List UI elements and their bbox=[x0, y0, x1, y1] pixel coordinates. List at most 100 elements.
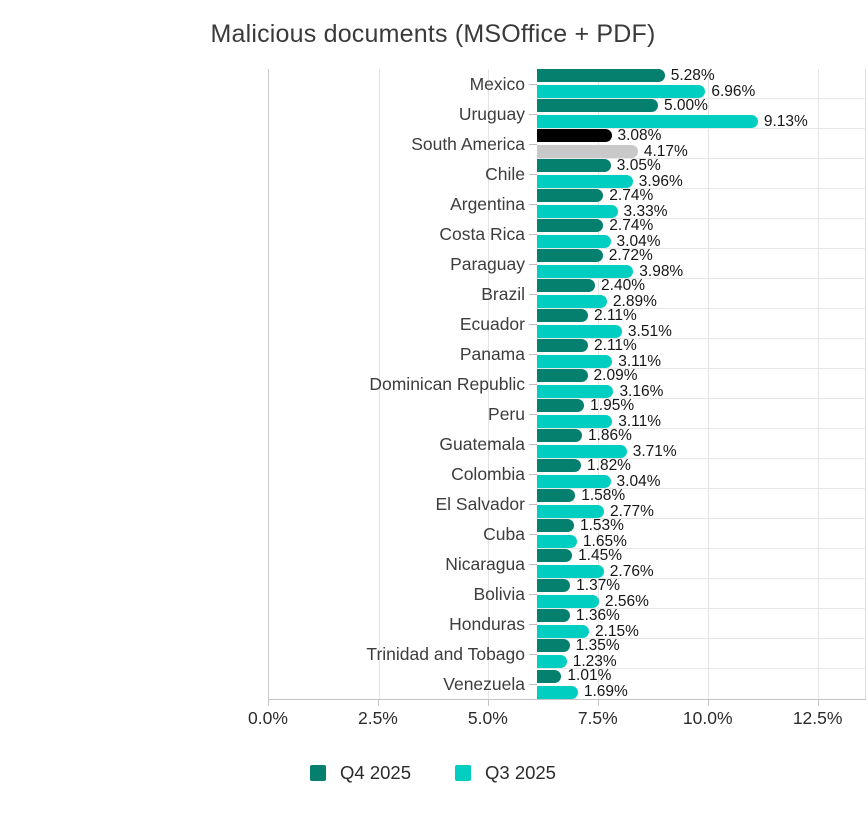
bar-q4-2025: 1.58% bbox=[537, 487, 625, 504]
bars-cell: 2.11% 3.11% bbox=[529, 337, 866, 370]
gridline-vertical bbox=[378, 69, 380, 699]
grid-layer bbox=[269, 69, 866, 699]
category-label: Guatemala bbox=[439, 433, 525, 454]
legend-swatch-icon bbox=[455, 765, 471, 781]
bars-cell: 1.45% 2.76% bbox=[529, 546, 866, 580]
bar-q4-2025: 1.53% bbox=[537, 517, 624, 534]
bar-value-label: 3.08% bbox=[617, 126, 662, 144]
bar-value-label: 2.56% bbox=[604, 592, 649, 610]
bars-cell: 2.74% 3.33% bbox=[529, 187, 866, 220]
bar-value-label: 1.82% bbox=[587, 456, 631, 474]
bar-q3-2025: 1.69% bbox=[537, 683, 628, 700]
bar-q3-2025: 3.96% bbox=[537, 173, 683, 190]
bar-value-label: 2.74% bbox=[609, 216, 654, 234]
category-row: Guatemala 1.86% 3.71% bbox=[269, 426, 866, 460]
category-row: Honduras 1.36% 2.15% bbox=[269, 607, 866, 640]
bars-cell: 3.05% 3.96% bbox=[529, 156, 866, 190]
bar-value-label: 3.33% bbox=[623, 202, 668, 220]
bar-value-label: 3.98% bbox=[639, 262, 684, 280]
bar-value-label: 1.45% bbox=[578, 546, 623, 564]
category-label: Cuba bbox=[483, 523, 525, 544]
bar-value-label: 3.51% bbox=[627, 322, 672, 340]
plot-right-border bbox=[865, 69, 866, 699]
category-label: Trinidad and Tobago bbox=[366, 643, 525, 664]
category-label: Panama bbox=[459, 343, 525, 364]
bar-q3-2025: 2.89% bbox=[537, 293, 657, 310]
bar-q3-2025: 1.65% bbox=[537, 533, 627, 550]
category-row: Mexico 5.28% 6.96% bbox=[269, 67, 866, 100]
category-label: Bolivia bbox=[473, 583, 525, 604]
bar-value-label: 3.96% bbox=[638, 172, 683, 190]
bar-value-label: 2.15% bbox=[595, 622, 639, 640]
x-axis: 0.0% 2.5% 5.0% 7.5% 10.0% 12.5% bbox=[248, 700, 866, 736]
bar-q4-2025: 1.36% bbox=[537, 607, 620, 624]
bar-q3-2025: 3.51% bbox=[537, 323, 672, 340]
bar-value-label: 2.77% bbox=[610, 502, 654, 520]
x-axis-label: 12.5% bbox=[792, 708, 843, 728]
bar-q3-2025: 2.76% bbox=[537, 563, 654, 580]
bar-q4-2025: 2.11% bbox=[537, 337, 637, 354]
bar-value-label: 1.69% bbox=[583, 683, 628, 700]
bar-value-label: 1.53% bbox=[580, 516, 624, 534]
bar-value-label: 4.17% bbox=[643, 142, 688, 160]
bar-q3-2025: 2.56% bbox=[537, 593, 649, 610]
bar-rows-list: Mexico 5.28% 6.96% Uruguay 5.00% 9.13% South A… bbox=[269, 67, 866, 700]
category-row: Trinidad and Tobago 1.35% 1.23% bbox=[269, 637, 866, 670]
bar-value-label: 1.86% bbox=[587, 426, 632, 444]
bar-q3-2025: 4.17% bbox=[537, 143, 688, 160]
x-axis-tick bbox=[487, 700, 489, 706]
bars-cell: 3.08% 4.17% bbox=[529, 126, 866, 160]
bar-q3-2025: 3.11% bbox=[537, 353, 661, 370]
category-label: Argentina bbox=[450, 193, 525, 214]
bar-q4-2025: 1.95% bbox=[537, 397, 634, 414]
category-row: Panama 2.11% 3.11% bbox=[269, 337, 866, 370]
gridline-vertical bbox=[817, 69, 819, 699]
bar-q3-2025: 6.96% bbox=[537, 83, 755, 100]
bar-value-label: 3.04% bbox=[616, 472, 661, 490]
bars-cell: 1.95% 3.11% bbox=[529, 397, 866, 430]
category-label: Nicaragua bbox=[445, 553, 525, 574]
bar-q3-2025: 3.98% bbox=[537, 263, 683, 280]
legend-item-q3-2025: Q3 2025 bbox=[455, 762, 556, 784]
category-label: Chile bbox=[485, 163, 525, 184]
legend: Q4 2025 Q3 2025 bbox=[0, 762, 866, 784]
bars-cell: 1.37% 2.56% bbox=[529, 577, 866, 610]
gridline-vertical bbox=[598, 69, 600, 699]
bar-value-label: 3.05% bbox=[616, 156, 661, 174]
bar-q3-2025: 2.15% bbox=[537, 623, 639, 640]
category-label: Paraguay bbox=[450, 253, 525, 274]
category-row: El Salvador 1.58% 2.77% bbox=[269, 487, 866, 520]
bar-value-label: 1.23% bbox=[572, 652, 617, 670]
bar-value-label: 1.65% bbox=[582, 532, 627, 550]
bar-q3-2025: 3.04% bbox=[537, 473, 660, 490]
category-label: Dominican Republic bbox=[369, 373, 525, 394]
legend-label: Q4 2025 bbox=[340, 762, 411, 783]
legend-item-q4-2025: Q4 2025 bbox=[310, 762, 411, 784]
bars-cell: 2.72% 3.98% bbox=[529, 247, 866, 280]
category-row: Paraguay 2.72% 3.98% bbox=[269, 247, 866, 280]
bar-value-label: 2.11% bbox=[594, 336, 637, 354]
bars-cell: 1.82% 3.04% bbox=[529, 457, 866, 490]
bar-value-label: 1.95% bbox=[590, 396, 635, 414]
bar-q3-2025: 3.16% bbox=[537, 383, 663, 400]
category-label: Brazil bbox=[481, 283, 525, 304]
x-axis-tick bbox=[817, 700, 819, 706]
bar-value-label: 3.71% bbox=[632, 442, 677, 460]
gridline-vertical bbox=[488, 69, 490, 699]
bar-value-label: 2.40% bbox=[601, 276, 645, 294]
category-label: Uruguay bbox=[458, 103, 525, 124]
bar-value-label: 3.11% bbox=[618, 412, 662, 430]
category-row: Bolivia 1.37% 2.56% bbox=[269, 577, 866, 610]
gridline-vertical bbox=[707, 69, 709, 699]
bar-value-label: 1.37% bbox=[576, 576, 621, 594]
bar-q3-2025: 3.04% bbox=[537, 233, 660, 250]
bar-q4-2025: 1.37% bbox=[537, 577, 620, 594]
category-row: Costa Rica 2.74% 3.04% bbox=[269, 216, 866, 250]
bar-q4-2025: 1.82% bbox=[537, 457, 631, 474]
x-axis-label: 5.0% bbox=[467, 708, 508, 728]
x-axis-label: 2.5% bbox=[357, 708, 398, 728]
bars-cell: 1.01% 1.69% bbox=[529, 667, 866, 700]
bars-cell: 5.00% 9.13% bbox=[529, 97, 866, 130]
category-row: Nicaragua 1.45% 2.76% bbox=[269, 546, 866, 580]
category-label: El Salvador bbox=[435, 493, 526, 514]
